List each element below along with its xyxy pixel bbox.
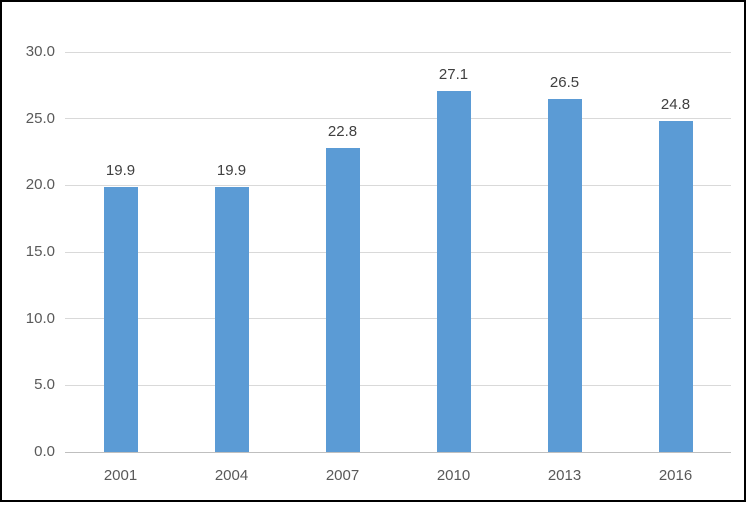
x-tick-label: 2016 — [658, 467, 693, 484]
value-label: 19.9 — [105, 161, 136, 179]
value-label: 22.8 — [327, 123, 358, 140]
gridline — [65, 51, 731, 53]
x-tick-label: 2004 — [214, 467, 249, 484]
y-tick-label: 30.0 — [25, 43, 55, 60]
y-tick-label: 5.0 — [34, 376, 55, 394]
bar — [214, 186, 249, 452]
y-tick-label: 20.0 — [25, 176, 55, 194]
value-label: 26.5 — [549, 73, 580, 91]
gridline — [65, 251, 731, 253]
value-label: 27.1 — [438, 65, 469, 83]
bar — [325, 148, 360, 452]
x-tick-label: 2001 — [103, 467, 138, 484]
gridline — [65, 384, 731, 386]
bar — [547, 98, 582, 452]
x-axis-line — [65, 451, 731, 453]
value-label: 24.8 — [660, 96, 691, 114]
gridline — [65, 318, 731, 320]
bar — [436, 90, 471, 452]
bar — [658, 121, 693, 452]
gridline — [65, 118, 731, 120]
y-tick-label: 15.0 — [25, 243, 55, 260]
bar — [103, 186, 138, 452]
x-tick-label: 2013 — [547, 467, 582, 484]
value-label: 19.9 — [216, 161, 247, 179]
x-tick-label: 2007 — [325, 467, 360, 484]
y-tick-label: 25.0 — [25, 109, 55, 127]
gridline — [65, 184, 731, 186]
y-tick-label: 0.0 — [34, 443, 55, 460]
x-tick-label: 2010 — [436, 467, 471, 484]
y-tick-label: 10.0 — [25, 309, 55, 327]
